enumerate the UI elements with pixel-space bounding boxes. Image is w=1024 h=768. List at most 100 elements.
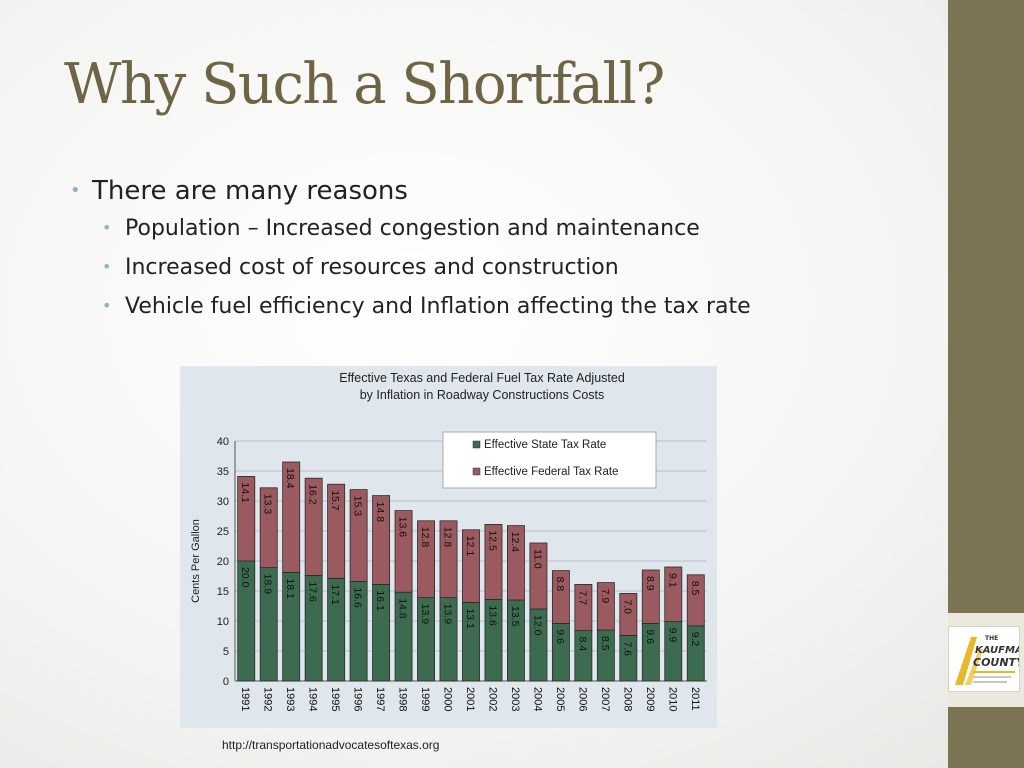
bar-value-label-federal: 7.9 — [599, 589, 611, 604]
bar-value-label-federal: 11.0 — [531, 549, 543, 569]
x-tick-label: 2001 — [464, 687, 476, 711]
bar-value-label-federal: 12.5 — [486, 530, 498, 551]
bullet-item: • There are many reasons — [70, 176, 751, 206]
x-tick-label: 2010 — [666, 687, 678, 711]
y-tick-label: 5 — [223, 646, 229, 658]
legend-entry: Effective State Tax Rate — [484, 439, 606, 451]
bar-value-label-state: 8.4 — [576, 637, 588, 652]
bar-value-label-federal: 9.1 — [666, 573, 678, 588]
chart-title: Effective Texas and Federal Fuel Tax Rat… — [339, 371, 625, 385]
bar-value-label-federal: 18.4 — [284, 468, 296, 489]
bar-value-label-federal: 12.8 — [442, 527, 454, 548]
fuel-tax-chart: Effective Texas and Federal Fuel Tax Rat… — [180, 366, 717, 728]
bullet-text: Increased cost of resources and construc… — [125, 255, 619, 280]
bullet-item: • Population – Increased congestion and m… — [70, 216, 751, 241]
x-tick-label: 1996 — [352, 687, 364, 711]
legend-swatch — [472, 440, 481, 449]
bar-value-label-state: 16.1 — [374, 590, 386, 611]
kaufman-county-logo: THE KAUFMAN COUNTY — [948, 626, 1024, 692]
x-tick-label: 1999 — [419, 687, 431, 711]
bar-value-label-state: 13.6 — [486, 605, 498, 626]
svg-text:THE: THE — [985, 635, 998, 642]
bar-value-label-state: 9.6 — [554, 629, 566, 644]
fuel-tax-chart-svg: Effective Texas and Federal Fuel Tax Rat… — [190, 371, 707, 711]
y-tick-label: 0 — [223, 676, 229, 688]
bar-federal — [417, 520, 435, 599]
bullet-dot-icon: • — [102, 296, 112, 315]
bar-value-label-state: 7.6 — [621, 641, 633, 656]
bar-federal — [507, 525, 525, 601]
x-tick-label: 2009 — [644, 687, 656, 711]
bar-federal — [304, 477, 323, 576]
bar-value-label-federal: 8.8 — [554, 577, 566, 592]
bullet-dot-icon: • — [102, 218, 112, 237]
x-tick-label: 2000 — [442, 687, 454, 711]
bar-value-label-state: 8.5 — [599, 636, 611, 651]
bar-value-label-state: 20.0 — [239, 567, 251, 588]
x-tick-label: 1994 — [307, 687, 319, 711]
bar-value-label-federal: 14.1 — [239, 482, 251, 503]
bar-federal — [574, 583, 593, 631]
bar-federal — [529, 542, 548, 610]
bullet-dot-icon: • — [70, 180, 81, 201]
bar-federal — [259, 487, 278, 569]
bar-value-label-federal: 7.7 — [576, 590, 588, 605]
x-tick-label: 2003 — [509, 687, 521, 711]
bar-value-label-state: 16.6 — [352, 587, 364, 608]
bar-value-label-federal: 12.1 — [464, 536, 476, 557]
y-tick-label: 30 — [217, 496, 229, 508]
bar-value-label-federal: 14.8 — [374, 502, 386, 523]
bar-value-label-federal: 13.3 — [262, 494, 274, 515]
y-tick-label: 20 — [217, 556, 229, 568]
bar-federal — [619, 592, 638, 636]
bar-federal — [439, 520, 458, 599]
bullet-item: • Vehicle fuel efficiency and Inflation a… — [70, 294, 751, 319]
chart-title: by Inflation in Roadway Constructions Co… — [360, 388, 605, 402]
bar-value-label-state: 9.9 — [666, 628, 678, 643]
x-tick-label: 1993 — [284, 687, 296, 711]
bar-value-label-state: 13.1 — [464, 608, 476, 629]
y-tick-label: 40 — [217, 436, 229, 448]
slide-title: Why Such a Shortfall? — [64, 52, 665, 117]
x-tick-label: 1992 — [262, 687, 274, 711]
bar-value-label-federal: 8.9 — [644, 576, 656, 591]
x-tick-label: 2004 — [531, 687, 543, 711]
bar-federal — [484, 523, 503, 600]
bar-value-label-federal: 12.8 — [419, 527, 431, 548]
bar-value-label-state: 18.1 — [284, 578, 296, 599]
bar-federal — [327, 483, 346, 579]
y-tick-label: 10 — [217, 616, 229, 628]
x-tick-label: 1997 — [374, 687, 386, 711]
bar-value-label-federal: 15.7 — [329, 490, 341, 511]
y-tick-label: 15 — [217, 586, 229, 598]
x-tick-label: 2005 — [554, 687, 566, 711]
y-tick-label: 25 — [217, 526, 229, 538]
bar-federal — [664, 566, 683, 622]
bullet-text: Vehicle fuel efficiency and Inflation af… — [125, 294, 751, 319]
bullet-list: • There are many reasons • Population – In… — [70, 176, 751, 333]
bar-value-label-federal: 15.3 — [352, 496, 364, 517]
x-tick-label: 2008 — [621, 687, 633, 711]
bar-value-label-state: 9.6 — [644, 629, 656, 644]
x-tick-label: 1995 — [329, 687, 341, 711]
bar-federal — [237, 476, 256, 562]
bar-federal — [551, 570, 570, 624]
bar-value-label-state: 13.9 — [442, 604, 454, 625]
bar-federal — [394, 510, 413, 593]
bar-federal — [641, 569, 660, 624]
bullet-text: There are many reasons — [92, 176, 408, 206]
bar-value-label-federal: 12.4 — [509, 532, 521, 553]
bar-value-label-federal: 8.5 — [689, 581, 701, 596]
legend-swatch — [472, 467, 481, 476]
bar-federal — [372, 495, 391, 585]
bullet-dot-icon: • — [102, 257, 112, 276]
legend-entry: Effective Federal Tax Rate — [484, 466, 618, 478]
x-tick-label: 1991 — [239, 687, 251, 711]
x-tick-label: 2011 — [689, 687, 701, 711]
bar-value-label-state: 12.0 — [531, 615, 543, 636]
svg-text:COUNTY: COUNTY — [973, 656, 1019, 669]
bar-value-label-state: 13.9 — [419, 604, 431, 625]
bar-value-label-state: 13.5 — [509, 606, 521, 627]
bar-federal — [596, 582, 615, 631]
bar-value-label-state: 17.1 — [329, 584, 341, 605]
